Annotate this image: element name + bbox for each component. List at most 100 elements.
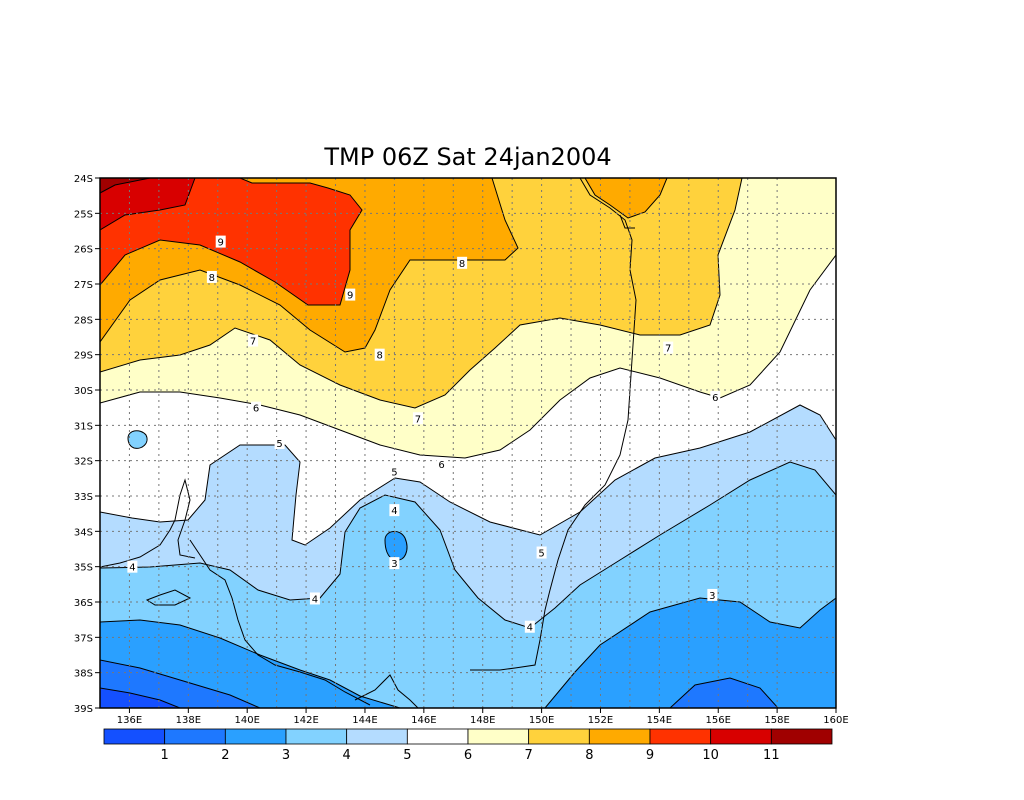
contour-label: 7 [415,414,421,425]
contour-label: 8 [209,273,215,284]
legend-label: 6 [464,748,472,763]
lat-tick-label: 26S [74,245,93,256]
lat-tick-label: 31S [74,421,93,432]
contour-label-bg [274,437,285,449]
contour-2 [100,659,261,708]
lat-tick-label: 37S [74,633,93,644]
lon-tick-label: 150E [529,715,554,726]
lon-tick-label: 136E [117,715,142,726]
lon-tick-label: 148E [470,715,495,726]
lon-tick-label: 142E [293,715,318,726]
contour-label: 3 [709,591,715,602]
legend-swatch [710,728,772,745]
lat-tick-label: 25S [74,209,93,220]
contour-label: 5 [391,467,397,478]
contour-label-bg [127,560,138,573]
contour-label-bg [374,348,385,361]
legend-label: 7 [525,748,533,763]
longitude-axis: 136E 138E 140E 142E 144E 146E 148E 150E 152E 154E… [117,708,849,726]
legend-label: 3 [282,748,290,763]
color-legend: 1 2 3 4 5 6 7 8 9 10 11 [103,728,833,763]
temperature-fill-areas [100,178,836,708]
contour-label: 5 [276,439,282,450]
contour-label: 4 [312,594,318,605]
lat-tick-label: 32S [74,457,93,468]
legend-swatch [285,728,348,745]
lon-tick-label: 154E [647,715,672,726]
lon-tick-label: 160E [823,715,848,726]
contour-11 [100,178,151,194]
lat-tick-label: 38S [74,669,93,680]
contour-label: 8 [376,351,382,362]
legend-swatch [649,728,712,745]
legend-swatch [164,728,226,745]
contour-9 [100,178,363,306]
lon-tick-label: 152E [588,715,613,726]
temp-band-8-9-east [585,178,667,218]
legend-label: 11 [763,748,780,763]
lat-tick-label: 24S [74,174,93,185]
temp-band-10-11 [100,178,195,230]
contour-label-bg [436,458,447,471]
contour-label: 3 [391,559,397,570]
contour-label: 6 [253,404,259,415]
contour-label: 9 [347,291,353,302]
contour-7 [100,178,743,409]
contour-8-east [584,178,668,219]
lat-tick-label: 28S [74,315,93,326]
contour-label-bg [389,504,400,517]
lat-tick-label: 33S [74,492,93,503]
contour-6 [100,254,836,459]
legend-swatch [103,728,166,745]
lat-tick-label: 34S [74,527,93,538]
legend-label: 1 [161,748,169,763]
legend-swatch [406,728,469,745]
lat-tick-label: 35S [74,563,93,574]
map-title: TMP 06Z Sat 24jan2004 [323,143,611,171]
legend-label: 4 [343,748,351,763]
temp-band-11-12 [100,178,150,193]
contour-label-bg [345,288,356,301]
legend-swatch [588,728,651,745]
legend-label: 9 [646,748,654,763]
lon-tick-label: 140E [234,715,259,726]
contour-label-bg [206,270,217,283]
contour-label-bg [707,588,718,601]
contour-label-bg [457,256,468,269]
contour-label: 8 [459,259,465,270]
lat-tick-label: 27S [74,280,93,291]
contour-label-bg [412,412,423,425]
contour-label-bg [524,620,535,633]
contour-4 [100,461,836,629]
lat-tick-label: 29S [74,351,93,362]
contour-label: 4 [129,563,135,574]
legend-label: 2 [221,748,229,763]
temp-band-2-3-spot [385,531,407,561]
legend-swatch [346,728,408,745]
contour-label: 5 [538,549,544,560]
temp-band-2-3-east [545,598,836,708]
contour-3-east [544,597,836,708]
contour-label-bg [215,235,226,248]
contour-5 [100,404,836,546]
contour-label-bg [389,465,400,478]
legend-label: 8 [585,748,593,763]
lon-tick-label: 144E [352,715,377,726]
contour-labels: 9 9 8 8 8 7 7 7 6 6 6 5 5 5 4 4 4 4 3 3 [127,235,721,634]
contour-label: 6 [712,393,718,404]
temp-band-0-1 [100,688,180,708]
legend-swatch [224,728,287,745]
contour-label: 7 [665,344,671,355]
contour-label-bg [710,391,721,404]
contour-label: 4 [527,623,533,634]
contour-label-bg [389,557,400,570]
plot-frame [99,177,837,709]
lon-tick-label: 138E [176,715,201,726]
temp-band-small-region [128,430,148,449]
contour-label: 4 [391,506,397,517]
lon-tick-label: 146E [411,715,436,726]
contour-lines [100,178,836,708]
legend-label: 5 [403,748,411,763]
lat-tick-label: 36S [74,598,93,609]
latitude-axis: 24S 25S 26S 27S 28S 29S 30S 31S 32S 33S 34S 35S 36S 3… [74,174,100,715]
